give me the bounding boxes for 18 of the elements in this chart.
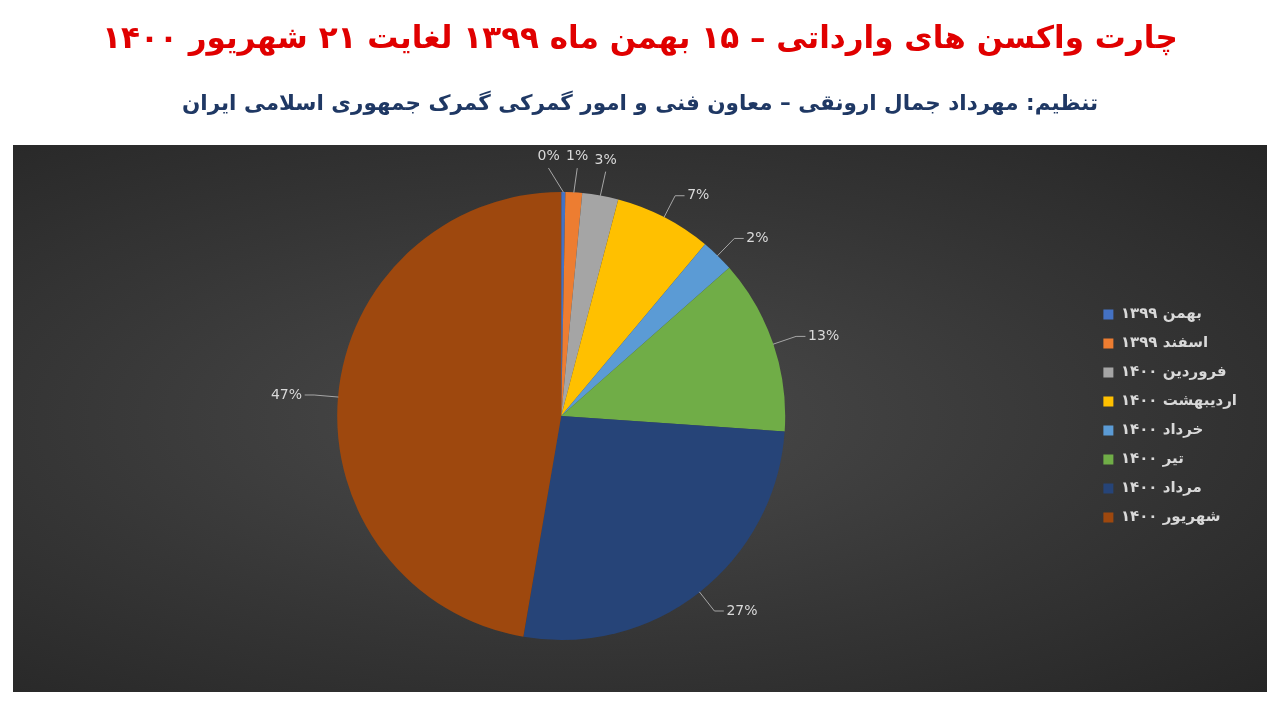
data-label: 13% xyxy=(808,327,840,344)
data-label: 7% xyxy=(687,186,710,203)
legend-label: اسفند ۱۳۹۹ xyxy=(1120,333,1209,352)
legend-label: تیر ۱۴۰۰ xyxy=(1120,449,1184,468)
data-label: 47% xyxy=(270,385,303,402)
legend-label: مرداد ۱۴۰۰ xyxy=(1120,478,1202,497)
data-label: 3% xyxy=(594,150,617,167)
legend-label: خرداد ۱۴۰۰ xyxy=(1120,420,1204,439)
data-label: 0% xyxy=(537,146,560,163)
data-label: 27% xyxy=(726,601,758,618)
data-label: 2% xyxy=(746,229,769,246)
chart-title: چارت واکسن های وارداتی – ۱۵ بهمن ماه ۱۳۹۹ لغایت ۲۱ شهریور ۱۴۰۰ xyxy=(102,18,1178,58)
data-label: 1% xyxy=(566,147,589,164)
legend-label: بهمن ۱۳۹۹ xyxy=(1120,304,1202,323)
legend-label: فروردین ۱۴۰۰ xyxy=(1120,362,1227,381)
legend-label: شهریور ۱۴۰۰ xyxy=(1120,507,1221,526)
legend-label: اردیبهشت ۱۴۰۰ xyxy=(1120,391,1238,410)
chart-subtitle: تنظیم: مهرداد جمال ارونقی – معاون فنی و امور گمرکی گمرک جمهوری اسلامی ایران xyxy=(181,89,1099,117)
